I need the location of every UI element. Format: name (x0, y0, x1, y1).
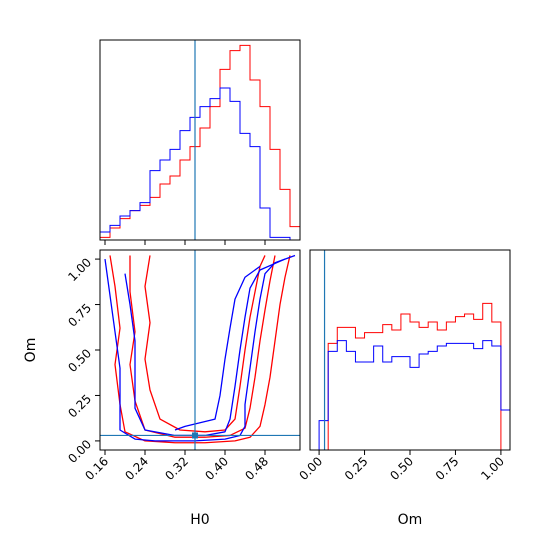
om-histogram-frame (309, 249, 511, 451)
joint-xtick-label: 0.48 (242, 454, 271, 483)
om-histogram-blue-series (310, 340, 511, 451)
joint-contour-frame (99, 249, 301, 451)
contour-blue-level-1 (104, 254, 296, 442)
joint-xtick-label: 0.32 (162, 454, 191, 483)
joint-xtick-label: 0.24 (122, 454, 151, 483)
crosshair-marker (192, 432, 198, 439)
x-axis-label-om: Om (398, 512, 423, 528)
joint-xtick-label: 0.16 (82, 454, 111, 483)
contour-red-level-3 (144, 255, 266, 433)
y-axis-label-om: Om (23, 338, 39, 363)
om-histogram-xtick-label: 1.00 (478, 454, 507, 483)
h0-histogram-panel (99, 39, 301, 245)
joint-ytick-label: 0.25 (65, 392, 94, 421)
joint-ytick-label: 0.00 (65, 437, 94, 466)
joint-ytick-label: 0.50 (65, 346, 94, 375)
joint-ytick-label: 0.75 (65, 301, 94, 330)
om-histogram-xtick-label: 0.75 (433, 454, 462, 483)
om-histogram-panel: 0.00 0.25 0.50 0.75 1.00 Om (296, 249, 511, 528)
joint-xtick-label: 0.40 (202, 454, 231, 483)
joint-ytick-label: 1.00 (65, 255, 94, 284)
contour-blue-level-3 (174, 265, 261, 431)
joint-contour-panel: 0.16 0.24 0.32 0.40 0.48 0.00 0.25 0.50 0.75 1.0… (23, 249, 301, 528)
om-histogram-red-series (310, 302, 510, 451)
x-axis-label-h0: H0 (190, 512, 209, 528)
h0-histogram-frame (99, 39, 301, 241)
contour-red-level-2 (129, 255, 276, 438)
om-histogram-xtick-label: 0.25 (342, 454, 371, 483)
joint-contours (100, 250, 300, 450)
contour-red-level-1 (109, 255, 291, 444)
contour-blue-level-2 (124, 258, 286, 437)
om-histogram-xtick-label: 0.50 (387, 454, 416, 483)
om-histogram-xtick-label: 0.00 (296, 454, 325, 483)
